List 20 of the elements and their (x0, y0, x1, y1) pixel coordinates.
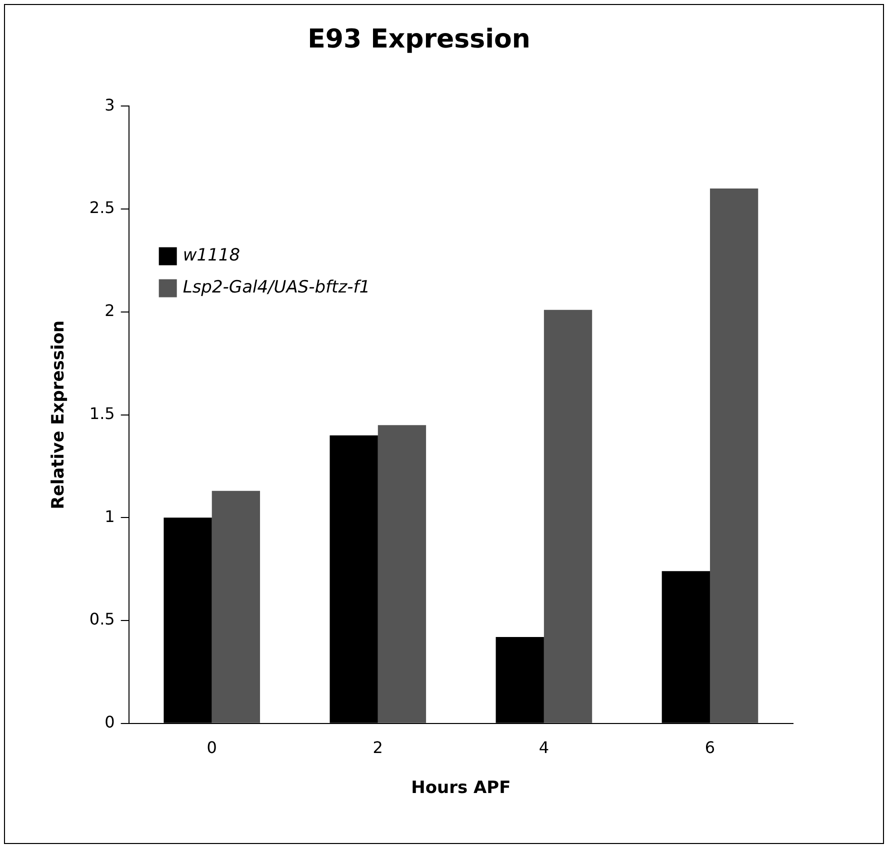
x-tick-label: 4 (538, 738, 550, 758)
y-tick-label: 2 (104, 301, 115, 320)
bar (378, 425, 426, 723)
x-axis-title: Hours APF (411, 778, 511, 798)
bar (544, 310, 592, 723)
bar (212, 490, 260, 723)
x-tick-label: 6 (704, 738, 716, 758)
chart-title: E93 Expression (308, 24, 530, 54)
y-tick-label: 2.5 (89, 198, 115, 218)
bar (710, 188, 758, 723)
y-tick-label: 0.5 (89, 610, 115, 629)
x-tick-label: 0 (206, 738, 217, 758)
y-tick-label: 3 (104, 95, 115, 114)
y-tick-label: 1.5 (89, 404, 115, 423)
legend-label: Lsp2-Gal4/UAS-bftz-f1 (182, 278, 370, 298)
legend-label: w1118 (182, 246, 240, 266)
y-tick-label: 0 (104, 712, 115, 732)
y-tick-label: 1 (104, 506, 115, 526)
x-tick-label: 2 (372, 738, 383, 758)
y-axis-title: Relative Expression (48, 320, 69, 510)
